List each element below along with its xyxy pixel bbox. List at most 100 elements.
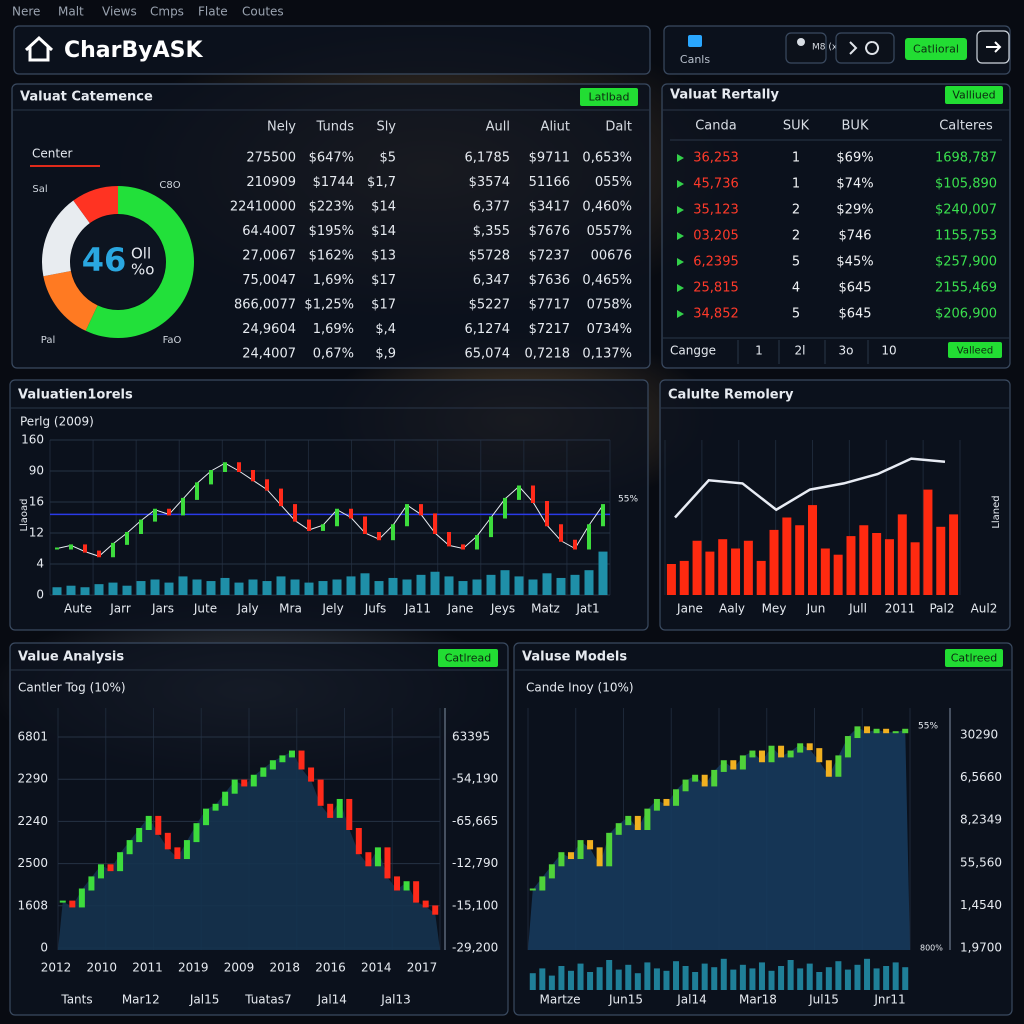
badge-button[interactable]: [945, 86, 1003, 104]
pager-page[interactable]: 3o: [839, 344, 854, 358]
y-tick-label: 1,9700: [960, 941, 1002, 955]
bar: [910, 542, 920, 595]
badge-label[interactable]: Valliued: [952, 89, 995, 102]
candle: [125, 532, 129, 545]
pager-page[interactable]: 10: [881, 344, 896, 358]
panel-title: Valuat Rertally: [670, 88, 779, 103]
candle: [673, 789, 680, 806]
y-tick-label: 55,560: [960, 855, 1002, 869]
chart-subtitle: Cande Inoy (10%): [526, 681, 634, 695]
table-cell: 0557%: [587, 224, 632, 239]
candle: [587, 524, 591, 550]
candle: [517, 485, 521, 500]
y-tick-label: 8,2349: [960, 813, 1002, 827]
tools-icon[interactable]: [849, 41, 880, 55]
panel-title: Valuat Catemence: [20, 90, 153, 105]
candle: [422, 900, 429, 908]
pager-button[interactable]: [948, 342, 1002, 358]
primary-button[interactable]: [905, 38, 967, 60]
candle: [531, 485, 535, 503]
candle: [653, 798, 660, 811]
send-icon[interactable]: [986, 41, 1002, 53]
menu-item[interactable]: Malt: [58, 5, 84, 19]
bar: [795, 525, 805, 595]
x-tick-label: Jane: [447, 602, 474, 616]
bar: [514, 576, 524, 595]
table-cell: 51166: [529, 175, 570, 190]
menu-item[interactable]: Flate: [198, 5, 228, 19]
bar: [458, 581, 468, 595]
volume-bar: [825, 967, 832, 990]
bar: [248, 579, 258, 595]
y-tick-label: 6801: [17, 730, 48, 744]
row-arrow: [677, 258, 684, 266]
primary-button-label[interactable]: Catlioral: [913, 43, 959, 56]
candle: [634, 815, 641, 830]
table-cell: 210909: [246, 175, 296, 190]
x-tick-label: Jun: [806, 602, 826, 616]
bar: [402, 579, 412, 595]
table-cell: 055%: [595, 175, 632, 190]
chart-icon[interactable]: [688, 35, 702, 47]
table-cell: $7237: [529, 249, 570, 264]
candle: [844, 736, 851, 758]
pager-page[interactable]: 2l: [795, 344, 806, 358]
candle: [237, 462, 241, 472]
badge-label[interactable]: Catlreed: [951, 652, 998, 665]
candle: [720, 760, 727, 772]
bar: [374, 581, 384, 595]
volume-bar: [854, 964, 861, 990]
table-cell: 1,69%: [313, 322, 354, 337]
x-tick-label: Aul2: [971, 602, 998, 616]
bar: [80, 587, 90, 595]
badge-button[interactable]: [580, 88, 638, 106]
table-cell: $7676: [529, 224, 570, 239]
menu-item[interactable]: Views: [102, 5, 137, 19]
menu-item[interactable]: Coutes: [242, 5, 284, 19]
badge-label[interactable]: Latlbad: [589, 91, 630, 104]
table-cell: 0,460%: [582, 200, 632, 215]
table-cell: $29%: [836, 203, 873, 218]
row-arrow: [677, 206, 684, 214]
table-cell: $5: [379, 151, 396, 166]
volume-bar: [797, 968, 804, 990]
candle: [873, 728, 880, 734]
table-cell: 22410000: [230, 200, 296, 215]
bar: [528, 579, 538, 595]
x-tick-label: Pal2: [929, 602, 954, 616]
x-tick-label: Jars: [151, 602, 174, 616]
pager-page[interactable]: 1: [755, 344, 763, 358]
table-cell: 1698,787: [935, 151, 997, 166]
table-cell: 35,123: [693, 203, 739, 218]
x-tick-label: Ja11: [404, 602, 431, 616]
candle: [902, 728, 909, 734]
bar: [388, 577, 398, 595]
column-header: Tunds: [316, 120, 355, 135]
badge-button[interactable]: [945, 649, 1003, 667]
volume-bar: [835, 961, 842, 990]
candle: [419, 504, 423, 516]
bar: [923, 489, 933, 595]
table-cell: $,4: [375, 322, 396, 337]
user-label[interactable]: M8 (x): [812, 43, 841, 53]
menu-item[interactable]: Cmps: [150, 5, 184, 19]
bar: [108, 582, 118, 595]
candle: [573, 539, 577, 550]
candle: [539, 876, 546, 891]
candle: [394, 876, 401, 891]
panel-title: Calulte Remolery: [668, 388, 794, 403]
toolbar-label[interactable]: Canls: [680, 53, 710, 66]
candle: [307, 519, 311, 531]
panel-title: Valuatien1orels: [18, 388, 133, 403]
menu-item[interactable]: Nere: [12, 5, 40, 19]
table-cell: 0734%: [587, 322, 632, 337]
bar: [472, 579, 482, 595]
candle: [892, 731, 899, 734]
badge-button[interactable]: [438, 649, 498, 667]
pager-label: Cangge: [670, 344, 716, 358]
badge-label[interactable]: Catlread: [445, 652, 492, 665]
pager-button-label[interactable]: Valleed: [957, 346, 993, 357]
bar: [782, 517, 792, 595]
bar: [718, 539, 728, 595]
